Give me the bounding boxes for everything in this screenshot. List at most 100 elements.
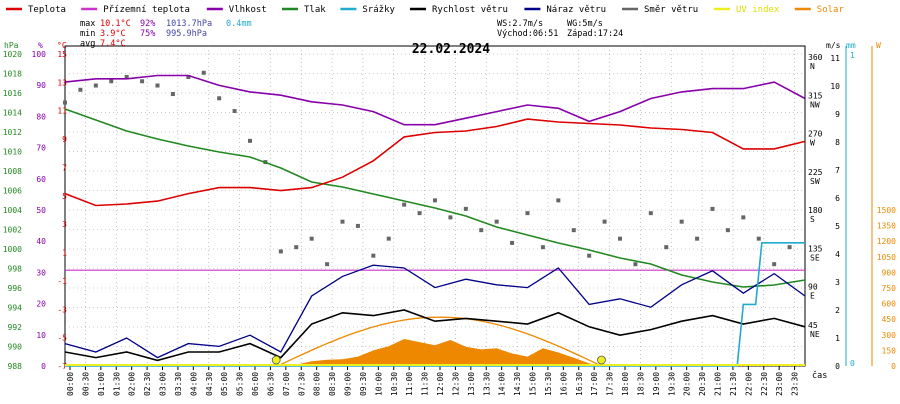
x-tick-label: 13:30	[482, 372, 491, 396]
stats-row-label: max	[80, 19, 95, 29]
x-tick-label: 14:30	[513, 372, 522, 396]
x-tick-label: 02:00	[128, 372, 137, 396]
wind-direction-point	[232, 109, 237, 114]
wind-direction-tick-label: 225	[808, 168, 823, 177]
legend-item-label: Rychlost větru	[432, 5, 508, 15]
solar-max-curve	[277, 316, 602, 367]
pressure-tick-label: 994	[8, 304, 23, 313]
temperature-tick-label: -7	[57, 362, 67, 371]
wind-direction-point	[155, 83, 160, 88]
wind-gust-series-line	[64, 264, 806, 359]
wind-direction-point	[540, 245, 545, 250]
humidity-tick-label: 70	[36, 144, 46, 153]
wind-direction-point	[201, 70, 206, 75]
temperature-tick-label: 9	[62, 135, 67, 144]
x-tick-label: 15:00	[529, 372, 538, 396]
solar-tick-label: 600	[882, 300, 897, 309]
x-tick-label: 16:00	[559, 372, 568, 396]
wind-speed-tick-label: 3	[835, 278, 840, 287]
wind-direction-point	[340, 219, 345, 224]
solar-tick-label: 1200	[877, 237, 896, 246]
wind-speed-tick-label: 2	[835, 306, 840, 315]
humidity-tick-label: 10	[36, 331, 46, 340]
temperature-tick-label: 3	[62, 220, 67, 229]
wind-direction-tick-label: 360	[808, 53, 823, 62]
wind-direction-point	[710, 206, 715, 211]
wind-speed-tick-label: 0	[835, 362, 840, 371]
wind-direction-compass-label: NE	[810, 330, 820, 339]
temperature-tick-label: 5	[62, 192, 67, 201]
stats-temperature: 10.1°C	[100, 19, 131, 29]
solar-tick-label: 750	[882, 284, 897, 293]
temperature-tick-label: 7	[62, 163, 67, 172]
x-tick-label: 01:00	[97, 372, 106, 396]
x-tick-label: 00:30	[81, 372, 90, 396]
wind-speed-tick-label: 10	[830, 82, 840, 91]
solar-tick-label: 900	[882, 268, 897, 277]
plot-area	[64, 45, 806, 367]
solar-tick-label: 150	[882, 346, 897, 355]
wind-speed-tick-label: 7	[835, 166, 840, 175]
humidity-series-line	[64, 74, 806, 126]
sunrise-info: Východ:06:51	[497, 29, 558, 39]
wind-direction-point	[124, 75, 129, 80]
wind-direction-point	[556, 198, 561, 203]
rain-tick-label: 0	[850, 359, 855, 368]
pressure-tick-label: 1010	[3, 148, 22, 157]
stats-temperature: 3.9°C	[100, 29, 126, 39]
wind-direction-point	[140, 79, 145, 84]
x-tick-label: 19:00	[652, 372, 661, 396]
wind-direction-point	[294, 245, 299, 250]
wind-direction-point	[78, 87, 83, 92]
humidity-tick-label: 50	[36, 206, 46, 215]
pressure-tick-label: 1000	[3, 245, 22, 254]
stats-temperature: 7.4°C	[100, 39, 126, 49]
pressure-tick-label: 996	[8, 284, 23, 293]
x-tick-label: 14:00	[498, 372, 507, 396]
pressure-tick-label: 1008	[3, 167, 22, 176]
wind-direction-point	[63, 100, 67, 105]
pressure-tick-label: 992	[8, 323, 23, 332]
stats-row-label: avg	[80, 39, 95, 49]
solar-tick-label: 1500	[877, 206, 896, 215]
wind-direction-point	[602, 219, 607, 224]
temperature-axis-label: °C	[57, 41, 67, 50]
x-tick-label: 21:00	[714, 372, 723, 396]
sun-event-marker	[597, 355, 606, 365]
x-tick-label: 05:00	[220, 372, 229, 396]
wind-direction-tick-label: 135	[808, 244, 823, 253]
wind-direction-compass-label: W	[810, 139, 815, 148]
wind-direction-point	[402, 202, 407, 207]
humidity-tick-label: 80	[36, 112, 46, 121]
wind-direction-point	[93, 83, 98, 88]
solar-tick-label: 450	[882, 315, 897, 324]
x-tick-label: 07:00	[282, 372, 291, 396]
solar-tick-label: 1050	[877, 253, 896, 262]
pressure-tick-label: 990	[8, 343, 23, 352]
wind-speed-tick-label: 1	[835, 334, 840, 343]
humidity-tick-label: 30	[36, 268, 46, 277]
legend-item-label: Solar	[817, 5, 845, 15]
wind-direction-point	[355, 223, 360, 228]
x-tick-label: 11:00	[405, 372, 414, 396]
wind-direction-point	[664, 245, 669, 250]
temperature-tick-label: 15	[57, 50, 67, 59]
legend-item-label: UV index	[736, 5, 780, 15]
humidity-tick-label: 40	[36, 237, 46, 246]
wind-direction-tick-label: 90	[808, 283, 818, 292]
x-tick-label: 17:30	[606, 372, 615, 396]
legend-item-label: Vlhkost	[229, 5, 267, 15]
x-tick-label: 08:30	[328, 372, 337, 396]
temperature-tick-label: 13	[57, 78, 67, 87]
x-tick-label: 09:30	[359, 372, 368, 396]
wind-direction-point	[386, 236, 391, 241]
x-tick-label: 18:00	[621, 372, 630, 396]
wind-direction-point	[679, 219, 684, 224]
temperature-series-line	[64, 118, 806, 207]
x-tick-label: 04:00	[189, 372, 198, 396]
humidity-axis-label: %	[38, 41, 43, 50]
wind-direction-point	[510, 240, 515, 245]
wind-speed-tick-label: 4	[835, 250, 840, 259]
legend-item-label: Směr větru	[644, 5, 698, 15]
wind-direction-point	[787, 245, 792, 250]
